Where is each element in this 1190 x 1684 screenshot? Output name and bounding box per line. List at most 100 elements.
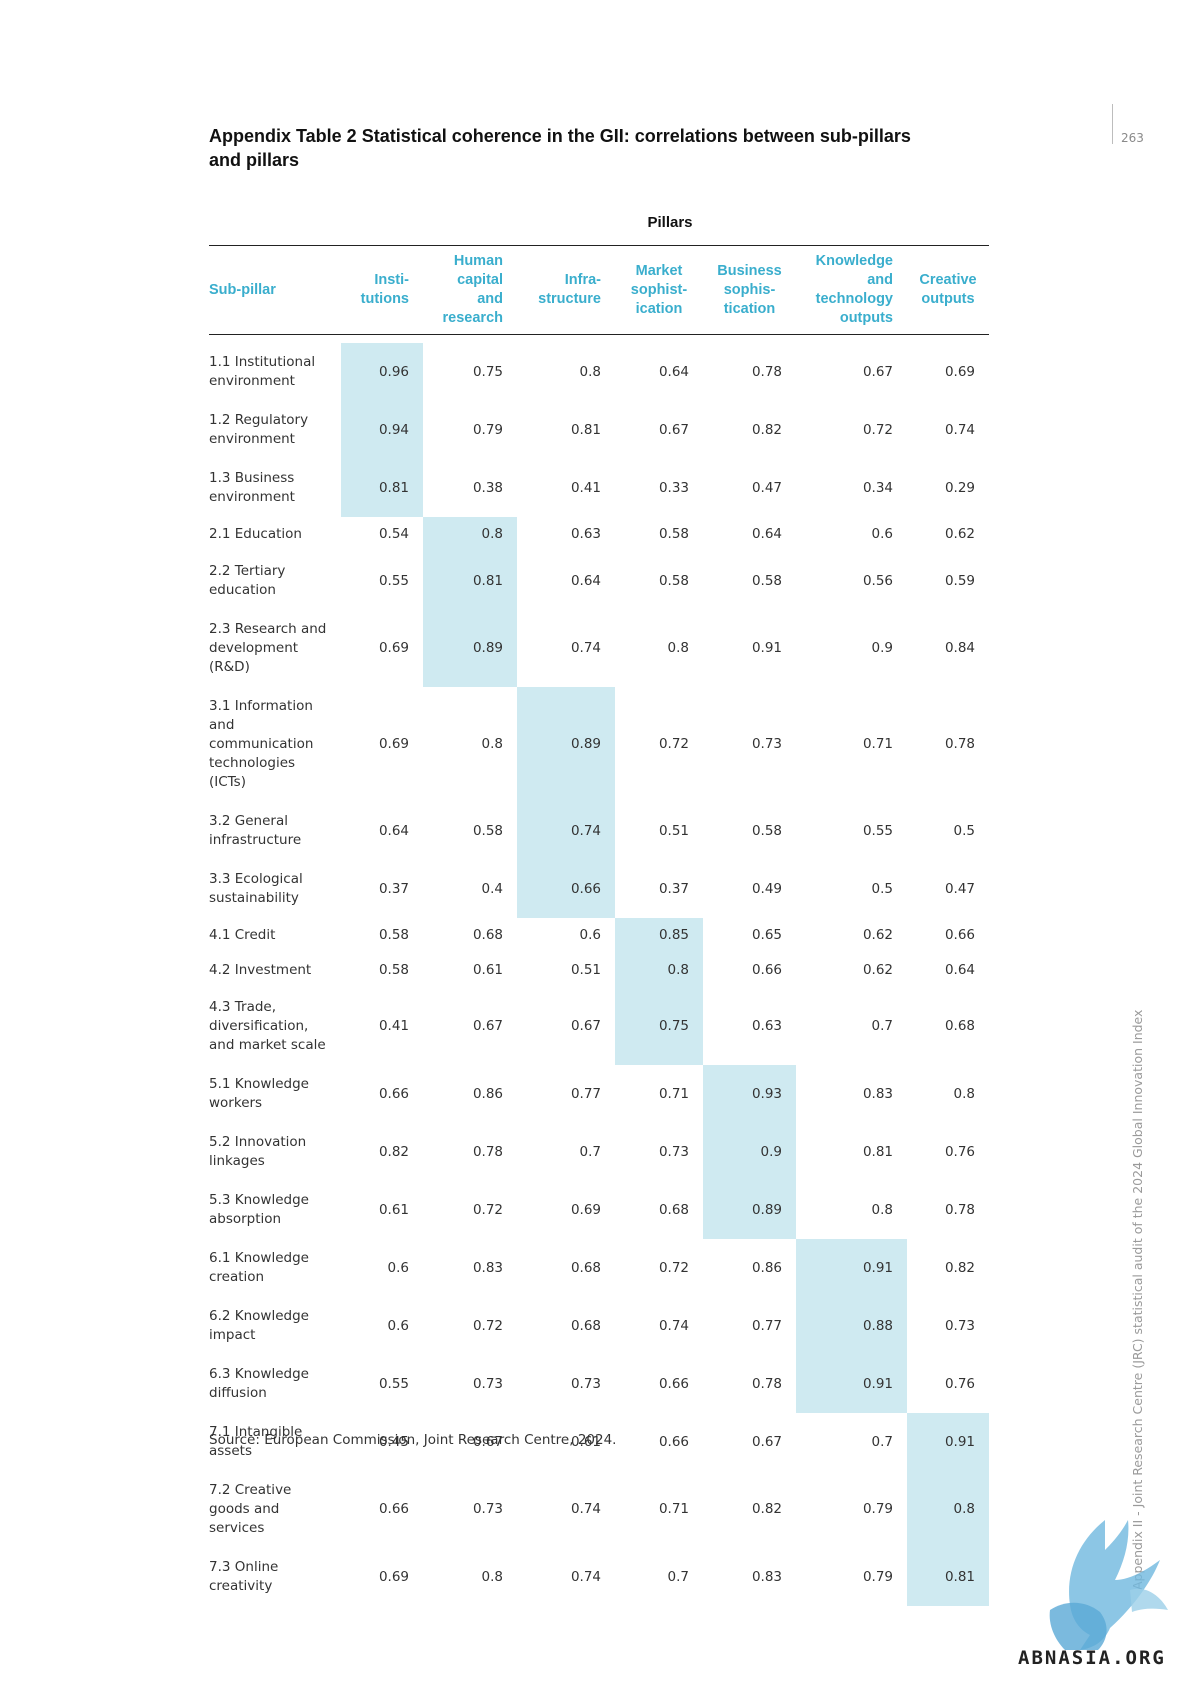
correlation-cell: 0.79	[862, 1568, 893, 1585]
correlation-cell: 0.78	[944, 736, 975, 752]
correlation-cell: 0.63	[751, 1018, 782, 1034]
correlation-cell: 0.47	[944, 880, 975, 897]
correlation-cell: 0.58	[751, 822, 782, 839]
correlation-cell: 0.8	[481, 736, 503, 752]
table-row: 2.2 Tertiary education 0.55 0.81 0.64 0.58 0.5…	[209, 552, 989, 610]
correlation-cell: 0.33	[658, 479, 689, 496]
watermark-text: ABNASIA.ORG	[1018, 1647, 1166, 1669]
correlation-cell: 0.72	[472, 1317, 503, 1334]
table-row: 3.2 General infrastructure 0.64 0.58 0.74 0.5…	[209, 802, 989, 860]
correlation-cell: 0.64	[658, 363, 689, 380]
header-market-sophistication: Market sophist-ication	[615, 245, 703, 335]
subpillar-label: 5.1 Knowledge workers	[209, 1076, 309, 1111]
correlation-cell: 0.58	[751, 572, 782, 589]
correlation-cell: 0.55	[378, 1375, 409, 1392]
correlation-cell: 0.64	[378, 822, 409, 839]
subpillar-label: 2.2 Tertiary education	[209, 563, 286, 598]
correlation-cell: 0.91	[796, 1239, 907, 1297]
correlation-cell: 0.7	[871, 1018, 893, 1034]
correlation-cell: 0.62	[862, 962, 893, 978]
table-title: Appendix Table 2 Statistical coherence i…	[209, 126, 911, 170]
correlation-cell: 0.55	[862, 822, 893, 839]
correlation-cell: 0.6	[579, 927, 601, 943]
table-row: 6.3 Knowledge diffusion 0.55 0.73 0.73 0.66 0.…	[209, 1355, 989, 1413]
subpillar-label: 1.1 Institutional environment	[209, 354, 316, 389]
subpillar-label: 4.1 Credit	[209, 927, 276, 943]
header-row: Sub-pillar Insti-tutions Human capital and…	[209, 245, 989, 335]
correlation-cell: 0.67	[570, 1018, 601, 1034]
correlation-cell: 0.84	[944, 640, 975, 656]
correlation-cell: 0.45	[378, 1433, 409, 1450]
correlation-cell: 0.77	[570, 1085, 601, 1102]
correlation-cell: 0.74	[944, 421, 975, 438]
correlation-cell: 0.89	[517, 687, 615, 802]
table-row: 5.2 Innovation linkages 0.82 0.78 0.7 0.73 0.9…	[209, 1123, 989, 1181]
correlation-cell: 0.8	[481, 1568, 503, 1585]
correlation-cell: 0.58	[472, 822, 503, 839]
correlation-cell: 0.74	[570, 1568, 601, 1585]
table-row: 1.3 Business environment 0.81 0.38 0.41 0.33 0…	[209, 459, 989, 517]
correlation-cell: 0.8	[579, 363, 601, 380]
correlation-cell: 0.72	[658, 736, 689, 752]
correlation-cell: 0.74	[570, 640, 601, 656]
table-row: 4.2 Investment 0.58 0.61 0.51 0.8 0.66 0.62 0.6…	[209, 953, 989, 988]
subpillar-label: 6.2 Knowledge impact	[209, 1308, 309, 1343]
griffin-logo-icon	[1049, 1520, 1168, 1650]
correlation-cell: 0.73	[472, 1501, 503, 1517]
subpillar-label: 1.2 Regulatory environment	[209, 412, 309, 447]
correlation-cell: 0.63	[570, 526, 601, 542]
correlation-cell: 0.89	[703, 1181, 796, 1239]
correlation-cell: 0.62	[862, 927, 893, 943]
correlation-cell: 0.58	[658, 572, 689, 589]
correlation-cell: 0.41	[570, 479, 601, 496]
correlation-cell: 0.73	[751, 736, 782, 752]
correlation-cell: 0.37	[378, 880, 409, 897]
table-row: 6.1 Knowledge creation 0.6 0.83 0.68 0.72 0.86…	[209, 1239, 989, 1297]
correlation-cell: 0.73	[472, 1375, 503, 1392]
header-knowledge-outputs: Knowledge and technology outputs	[796, 245, 907, 335]
correlation-cell: 0.61	[472, 962, 503, 978]
correlation-cell: 0.69	[378, 1568, 409, 1585]
header-business-sophistication: Business sophis-tication	[703, 245, 796, 335]
correlation-cell: 0.76	[944, 1143, 975, 1160]
correlation-cell: 0.8	[953, 1085, 975, 1102]
pillars-heading: Pillars	[647, 214, 693, 231]
correlation-cell: 0.66	[658, 1433, 689, 1450]
table-row: 3.3 Ecological sustainability 0.37 0.4 0.66 0…	[209, 860, 989, 918]
correlation-cell: 0.64	[944, 962, 975, 978]
correlation-cell: 0.72	[862, 421, 893, 438]
correlation-cell: 0.59	[944, 572, 975, 589]
table-spacer	[209, 335, 989, 344]
correlation-cell: 0.74	[517, 802, 615, 860]
correlation-cell: 0.78	[751, 363, 782, 380]
correlation-cell: 0.8	[871, 1201, 893, 1218]
header-institutions: Insti-tutions	[341, 245, 423, 335]
correlation-cell: 0.78	[944, 1201, 975, 1218]
correlation-cell: 0.8	[423, 517, 517, 552]
correlation-cell: 0.9	[703, 1123, 796, 1181]
correlation-cell: 0.78	[472, 1143, 503, 1160]
correlation-cell: 0.93	[703, 1065, 796, 1123]
correlation-cell: 0.8	[615, 953, 703, 988]
correlation-cell: 0.55	[378, 572, 409, 589]
correlation-cell: 0.71	[658, 1501, 689, 1517]
table-row: 7.1 Intangible assets 0.45 0.67 0.61 0.66 0.67…	[209, 1413, 989, 1471]
correlation-cell: 0.69	[378, 640, 409, 656]
correlation-cell: 0.4	[481, 880, 503, 897]
subpillar-label: 6.1 Knowledge creation	[209, 1250, 309, 1285]
table-row: 4.3 Trade, diversification, and market sca…	[209, 988, 989, 1065]
correlation-cell: 0.81	[862, 1143, 893, 1160]
correlation-cell: 0.6	[387, 1317, 409, 1334]
correlation-cell: 0.67	[472, 1018, 503, 1034]
correlation-cell: 0.61	[570, 1433, 601, 1450]
correlation-cell: 0.81	[907, 1548, 989, 1606]
correlation-cell: 0.56	[862, 572, 893, 589]
table-row: 1.2 Regulatory environment 0.94 0.79 0.81 0.6…	[209, 401, 989, 459]
header-subpillar: Sub-pillar	[209, 245, 341, 335]
correlation-cell: 0.86	[472, 1085, 503, 1102]
correlation-cell: 0.67	[658, 421, 689, 438]
table-row: 2.3 Research and development (R&D) 0.69 0.89…	[209, 610, 989, 687]
correlation-cell: 0.81	[341, 459, 423, 517]
correlation-cell: 0.69	[944, 363, 975, 380]
correlation-cell: 0.66	[944, 927, 975, 943]
